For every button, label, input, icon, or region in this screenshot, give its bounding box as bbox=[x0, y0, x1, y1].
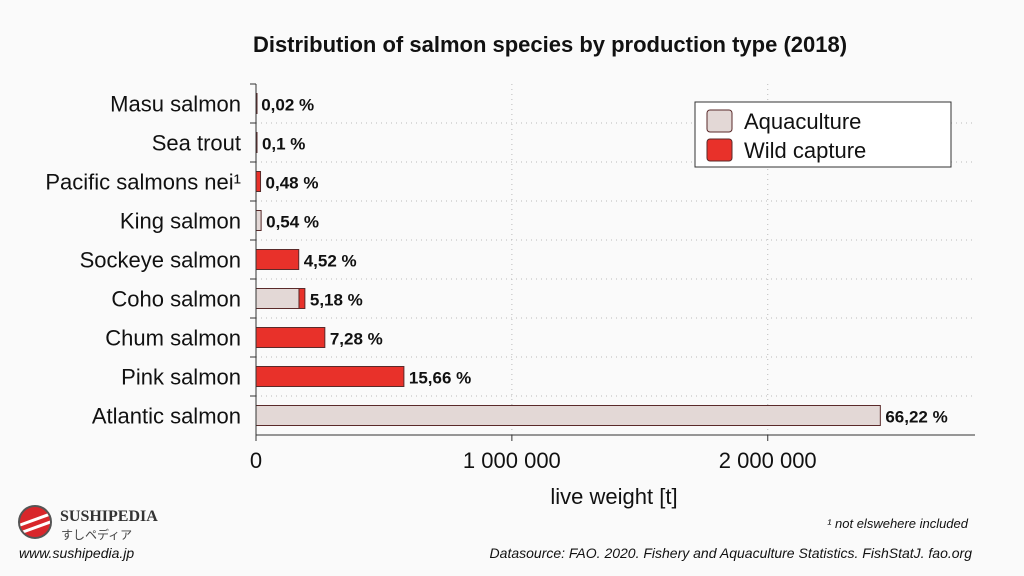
footnote: ¹ not elswehere included bbox=[827, 516, 968, 531]
x-tick-label: 0 bbox=[250, 448, 262, 473]
bar-wild-capture bbox=[255, 249, 300, 270]
bar-wild-capture bbox=[255, 327, 326, 348]
brand-name: SUSHIPEDIA bbox=[60, 508, 158, 525]
data-label: 0,02 % bbox=[261, 96, 314, 115]
y-tick-label: Pacific salmons nei¹ bbox=[45, 170, 241, 195]
brand-logo bbox=[18, 505, 52, 539]
data-label: 0,48 % bbox=[266, 174, 319, 193]
y-tick-label: Pink salmon bbox=[121, 365, 241, 390]
data-label: 7,28 % bbox=[330, 330, 383, 349]
bar-wild-capture bbox=[298, 288, 306, 309]
bar-aquaculture bbox=[255, 210, 262, 231]
y-tick-label: Chum salmon bbox=[105, 326, 241, 351]
legend-swatch bbox=[706, 109, 733, 133]
x-tick-label: 1 000 000 bbox=[463, 448, 561, 473]
y-tick-label: King salmon bbox=[120, 209, 241, 234]
y-tick-label: Coho salmon bbox=[111, 287, 241, 312]
legend-label: Aquaculture bbox=[744, 109, 861, 134]
bar-aquaculture bbox=[255, 405, 881, 426]
data-label: 0,1 % bbox=[262, 135, 305, 154]
x-axis-label: live weight [t] bbox=[550, 484, 677, 509]
data-label: 66,22 % bbox=[885, 408, 947, 427]
y-tick-label: Sea trout bbox=[152, 131, 241, 156]
data-source: Datasource: FAO. 2020. Fishery and Aquac… bbox=[489, 545, 972, 561]
data-label: 5,18 % bbox=[310, 291, 363, 310]
legend bbox=[694, 101, 952, 168]
bar-wild-capture bbox=[255, 366, 405, 387]
brand-subtitle: すしペディア bbox=[61, 528, 133, 542]
y-tick-label: Atlantic salmon bbox=[92, 404, 241, 429]
x-tick-label: 2 000 000 bbox=[719, 448, 817, 473]
data-label: 0,54 % bbox=[266, 213, 319, 232]
bar-aquaculture bbox=[255, 288, 300, 309]
chart-title: Distribution of salmon species by produc… bbox=[252, 32, 848, 57]
y-tick-label: Sockeye salmon bbox=[80, 248, 241, 273]
data-label: 15,66 % bbox=[409, 369, 471, 388]
y-tick-label: Masu salmon bbox=[110, 92, 241, 117]
bar-wild-capture bbox=[255, 171, 262, 192]
legend-swatch bbox=[706, 138, 733, 162]
brand-url[interactable]: www.sushipedia.jp bbox=[19, 545, 135, 561]
legend-label: Wild capture bbox=[744, 138, 866, 163]
data-label: 4,52 % bbox=[304, 252, 357, 271]
